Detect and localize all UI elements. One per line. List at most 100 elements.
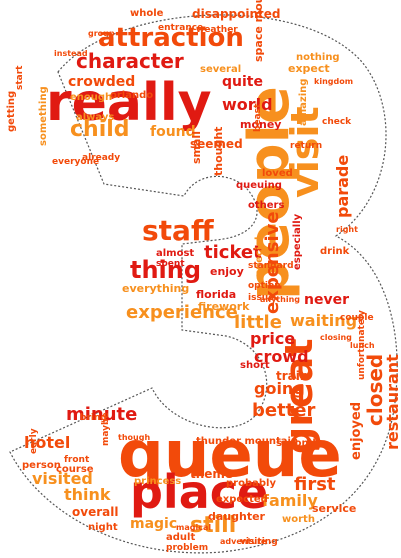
word-everyone: everyone — [52, 157, 99, 167]
word-disappointed: disappointed — [192, 7, 281, 21]
word-whole: whole — [130, 8, 164, 19]
word-standard: standard — [248, 261, 294, 271]
word-small: small — [190, 131, 203, 164]
word-queue: queue — [118, 418, 342, 492]
word-loved: loved — [262, 168, 293, 179]
word-visiting: visiting — [240, 537, 278, 547]
word-especially: especially — [292, 213, 303, 270]
word-enjoy: enjoy — [210, 265, 244, 278]
word-problem: problem — [166, 543, 208, 553]
word-magic: magic — [130, 516, 177, 532]
word-think: think — [64, 485, 111, 504]
word-though: though — [118, 433, 150, 442]
word-almost: almost — [156, 248, 194, 259]
word-place: place — [130, 465, 268, 519]
word-money: money — [240, 118, 281, 131]
word-price: price — [250, 329, 295, 348]
word-found: found — [150, 124, 196, 140]
word-crowded: crowded — [68, 74, 135, 90]
word-getting: getting — [6, 91, 17, 132]
word-early: early — [29, 428, 39, 454]
word-return: return — [290, 141, 322, 151]
word-check: check — [322, 117, 352, 127]
word-never: never — [304, 292, 349, 308]
word-great: great — [277, 338, 321, 454]
word-minute: minute — [66, 404, 137, 425]
word-everything: everything — [122, 282, 189, 295]
word-enough: enough — [70, 92, 112, 103]
word-worth: worth — [282, 514, 315, 525]
word-visit: visit — [283, 106, 327, 198]
word-service: service — [312, 502, 356, 515]
word-adventure: adventure — [220, 537, 267, 546]
word-probably: probably — [226, 478, 276, 489]
word-magical: magical — [176, 523, 211, 532]
word-little: little — [234, 312, 282, 333]
word-restaurant: restaurant — [383, 354, 401, 450]
word-attraction: attraction — [98, 23, 244, 53]
word-better: better — [252, 400, 316, 421]
word-expensive: expensive — [262, 211, 283, 314]
word-daughter: daughter — [208, 510, 266, 523]
word-firework: firework — [198, 300, 250, 313]
word-florida: florida — [196, 288, 236, 301]
word-entrance: entrance — [158, 23, 203, 33]
word-several: several — [200, 64, 241, 75]
word-person: person — [22, 460, 61, 471]
word-waiting: waiting — [290, 311, 357, 330]
word-others: others — [248, 200, 284, 211]
word-visited: visited — [32, 469, 93, 488]
digit-3-outline — [9, 14, 398, 554]
word-unfortunately: unfortunately — [357, 310, 367, 380]
word-quite: quite — [222, 74, 263, 90]
word-crowd: crowd — [254, 347, 309, 366]
word-orlando: orlando — [110, 90, 153, 101]
word-start: start — [15, 65, 25, 90]
word-group: group — [88, 29, 115, 38]
word-lunch: lunch — [350, 341, 375, 350]
word-weather: weather — [196, 25, 238, 35]
word-maybe: maybe — [101, 412, 111, 446]
word-course: course — [56, 464, 94, 475]
word-instead: instead — [54, 49, 88, 58]
word-option: option — [248, 281, 281, 291]
word-experience: experience — [126, 302, 238, 323]
word-going: going — [254, 379, 305, 398]
word-first: first — [294, 474, 336, 495]
word-train: train — [276, 369, 308, 383]
word-second: second — [276, 438, 316, 449]
word-something: something — [38, 86, 49, 146]
word-still: still — [190, 513, 236, 538]
word-hotel: hotel — [24, 433, 70, 452]
word-short: short — [240, 360, 270, 371]
word-people: people — [237, 86, 302, 300]
word-staff: staff — [142, 214, 214, 247]
word-character: character — [76, 49, 184, 73]
word-couple: couple — [340, 313, 374, 323]
word-special: special — [254, 237, 265, 276]
word-front: front — [64, 455, 90, 465]
word-issue: issue — [248, 293, 274, 303]
word-ticket: ticket — [204, 242, 262, 263]
word-queuing: queuing — [236, 180, 282, 191]
word-bring: bring — [80, 413, 107, 423]
word-family: family — [262, 491, 318, 510]
word-world: world — [222, 95, 273, 114]
word-enjoyed: enjoyed — [349, 402, 364, 460]
word-princess: princess — [134, 476, 181, 487]
word-night: night — [88, 522, 118, 533]
word-parade: parade — [333, 155, 352, 218]
word-really: really — [46, 73, 212, 133]
word-kingdom: kingdom — [314, 77, 353, 86]
word-thunder-mountain: thunder mountain — [196, 436, 298, 447]
word-already: already — [82, 153, 120, 163]
word-seemed: seemed — [190, 137, 243, 151]
word-thought: thought — [212, 127, 225, 176]
word-anything: anything — [260, 295, 300, 304]
word-child: child — [70, 117, 130, 142]
word-adult: adult — [166, 532, 195, 543]
word-beast: beast — [253, 103, 263, 132]
word-space-mountain: space mountain — [252, 0, 265, 62]
